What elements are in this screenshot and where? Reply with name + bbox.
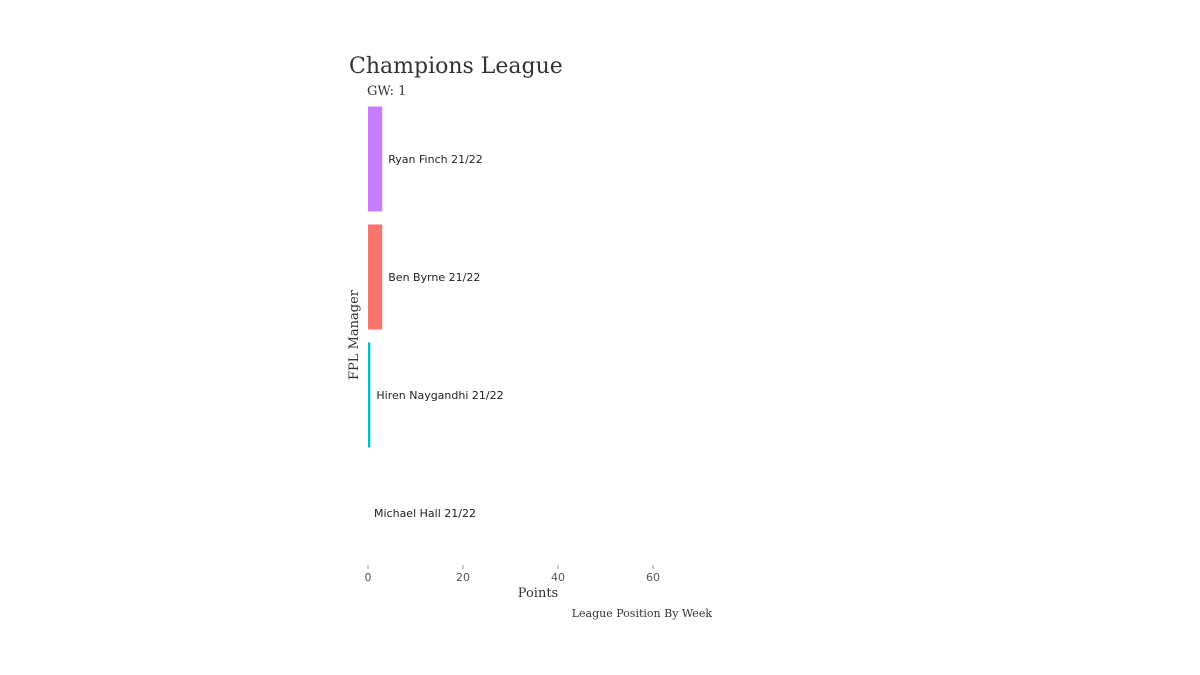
bar <box>368 342 371 448</box>
chart-subtitle: GW: 1 <box>367 84 406 99</box>
x-tick-label: 60 <box>646 571 660 584</box>
x-tick-label: 20 <box>456 571 470 584</box>
chart-title: Champions League <box>349 54 563 79</box>
bar <box>368 224 383 330</box>
bar-label: Michael Hall 21/22 <box>374 507 476 520</box>
x-tick-label: 40 <box>551 571 565 584</box>
y-axis-title: FPL Manager <box>347 289 362 380</box>
x-tick-label: 0 <box>365 571 372 584</box>
bar-label: Ben Byrne 21/22 <box>388 271 480 284</box>
bar-label: Hiren Naygandhi 21/22 <box>376 389 503 402</box>
plot-area: Ryan Finch 21/22 Ben Byrne 21/22 Hiren Nay… <box>368 106 504 520</box>
bar-label: Ryan Finch 21/22 <box>388 153 483 166</box>
x-axis-title: Points <box>518 586 558 601</box>
chart-caption: League Position By Week <box>572 607 713 620</box>
x-axis: 0 20 40 60 <box>365 565 660 584</box>
bar <box>368 106 383 212</box>
